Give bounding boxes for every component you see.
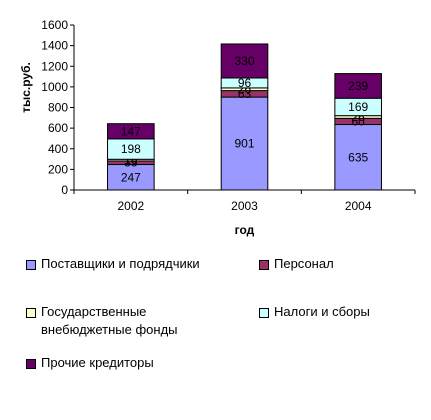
data-label: 147 <box>121 124 141 138</box>
y-tick-label: 600 <box>48 121 68 135</box>
legend-swatch-taxes <box>259 308 269 318</box>
x-axis-title: год <box>235 223 255 237</box>
data-label: 239 <box>348 79 368 93</box>
bar-segment <box>334 124 382 191</box>
legend-swatch-personnel <box>259 260 269 270</box>
data-label: 330 <box>234 54 254 68</box>
bar-segment <box>107 123 155 140</box>
legend-label-personnel: Персонал <box>274 256 334 271</box>
data-label: 901 <box>234 137 254 151</box>
legend-label-funds: Государственные внебюджетные фонды <box>41 304 178 337</box>
y-tick-label: 200 <box>48 162 68 176</box>
bar-segment <box>334 73 382 99</box>
y-tick-label: 1600 <box>41 18 68 32</box>
data-label: 169 <box>348 100 368 114</box>
data-label: 635 <box>348 150 368 164</box>
bar-segment <box>107 164 155 191</box>
data-label: 198 <box>121 142 141 156</box>
x-tick-label: 2004 <box>345 199 372 213</box>
x-tick-label: 2003 <box>231 199 258 213</box>
bar-segment <box>220 43 269 79</box>
data-label: 96 <box>238 76 252 90</box>
legend-label-taxes: Налоги и сборы <box>274 304 370 319</box>
y-tick-label: 1400 <box>41 39 68 53</box>
legend-item-other-creditors: Прочие кредиторы <box>26 354 154 372</box>
y-tick-label: 400 <box>48 142 68 156</box>
legend-swatch-suppliers <box>26 260 36 270</box>
data-label: 247 <box>121 170 141 184</box>
legend-item-funds: Государственные внебюджетные фонды <box>26 303 178 339</box>
legend-item-personnel: Персонал <box>259 255 334 273</box>
legend-swatch-other-creditors <box>26 359 36 369</box>
x-tick-label: 2002 <box>117 199 144 213</box>
y-axis-title: тыс.руб. <box>19 62 33 113</box>
y-tick-label: 0 <box>61 183 68 197</box>
legend-item-suppliers: Поставщики и подрядчики <box>26 255 200 273</box>
legend-swatch-funds <box>26 308 36 318</box>
legend-label-suppliers: Поставщики и подрядчики <box>41 256 200 271</box>
y-tick-label: 1200 <box>41 59 68 73</box>
y-tick-label: 1000 <box>41 80 68 94</box>
legend-item-taxes: Налоги и сборы <box>259 303 370 321</box>
y-tick-label: 800 <box>48 101 68 115</box>
stacked-bar-chart: 0200400600800100012001400160024735161981… <box>19 18 416 237</box>
legend-label-other-creditors: Прочие кредиторы <box>41 355 154 370</box>
